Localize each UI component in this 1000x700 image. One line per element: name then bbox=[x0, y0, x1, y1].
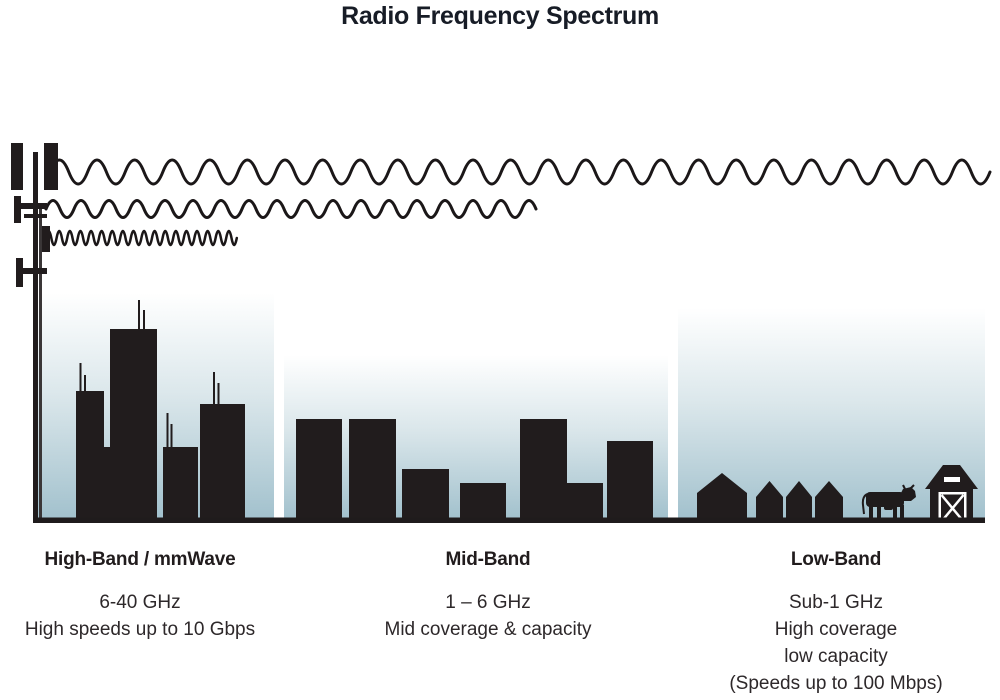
high-band-description: High speeds up to 10 Gbps bbox=[24, 619, 256, 640]
high-band-heading: High-Band / mmWave bbox=[44, 549, 236, 570]
mid-band-frequency: 1 – 6 GHz bbox=[445, 592, 531, 613]
low-band-coverage: High coverage bbox=[774, 619, 898, 640]
cow-icon bbox=[861, 484, 916, 518]
medium-wave-icon bbox=[44, 199, 538, 219]
low-band-heading: Low-Band bbox=[790, 549, 882, 570]
low-band-speed: (Speeds up to 100 Mbps) bbox=[729, 673, 943, 694]
mid-band-heading: Mid-Band bbox=[445, 549, 531, 570]
barn-icon bbox=[925, 465, 978, 523]
midrise-buildings-icon bbox=[296, 419, 653, 522]
mid-band-description: Mid coverage & capacity bbox=[384, 619, 592, 640]
long-wave-icon bbox=[48, 158, 992, 186]
cell-tower-icon bbox=[11, 143, 58, 522]
low-band-frequency: Sub-1 GHz bbox=[789, 592, 883, 613]
ground-line bbox=[33, 517, 985, 523]
band-label-mid: Mid-Band 1 – 6 GHz Mid coverage & capaci… bbox=[368, 549, 608, 643]
band-label-low: Low-Band Sub-1 GHz High coverage low cap… bbox=[686, 549, 986, 697]
rooftop-antennas-icon bbox=[79, 300, 220, 448]
spectrum-scene bbox=[11, 143, 992, 523]
page-title: Radio Frequency Spectrum bbox=[341, 2, 659, 30]
city-skyline-icon bbox=[76, 300, 245, 522]
houses-icon bbox=[697, 473, 843, 522]
short-wave-icon bbox=[44, 229, 239, 247]
high-band-frequency: 6-40 GHz bbox=[99, 592, 181, 613]
low-band-capacity: low capacity bbox=[784, 646, 888, 667]
band-label-high: High-Band / mmWave 6-40 GHz High speeds … bbox=[20, 549, 260, 643]
